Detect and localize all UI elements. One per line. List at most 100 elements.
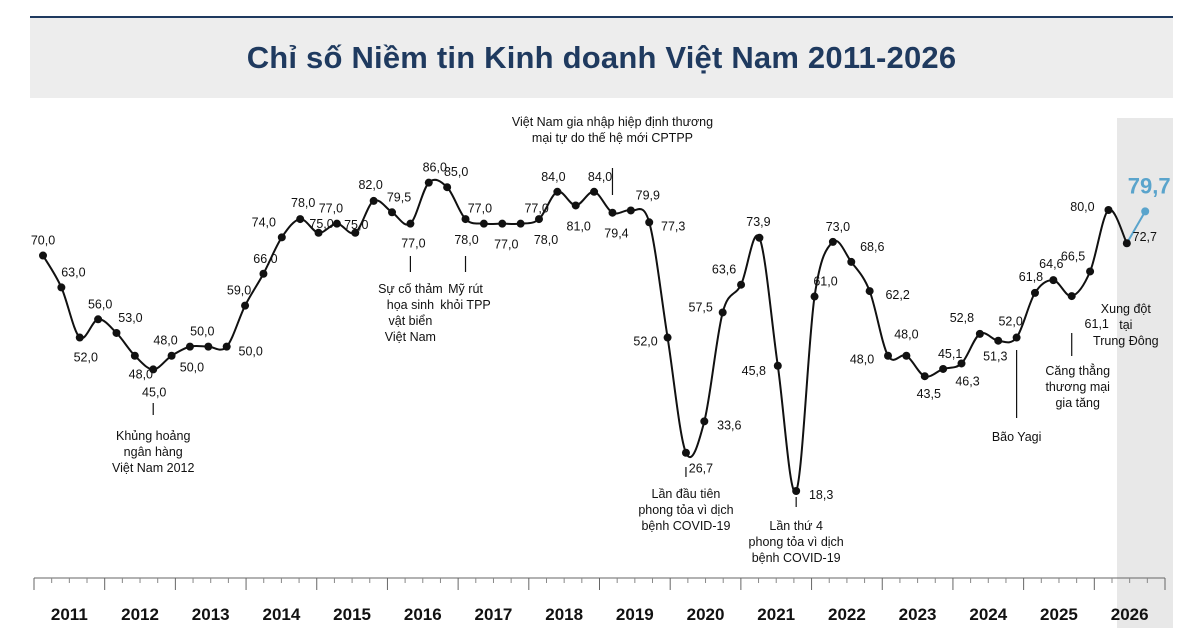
- data-label: 48,0: [153, 334, 177, 348]
- data-point: [1012, 333, 1021, 342]
- data-point: [663, 333, 672, 342]
- annotation-text: Bão Yagi: [992, 430, 1042, 444]
- data-label: 59,0: [227, 284, 251, 298]
- year-label: 2014: [262, 605, 300, 624]
- annotation-text: Trung Đông: [1093, 334, 1159, 348]
- data-point: [1067, 292, 1076, 301]
- data-point: [424, 178, 433, 187]
- data-label: 61,8: [1019, 270, 1043, 284]
- data-points: [39, 178, 1150, 495]
- data-point: [130, 351, 139, 360]
- data-point: [259, 269, 268, 278]
- year-label: 2019: [616, 605, 654, 624]
- data-label: 66,5: [1061, 249, 1085, 263]
- data-point: [828, 237, 837, 246]
- annotation-text: họa sinh: [387, 298, 434, 312]
- data-label: 52,0: [998, 315, 1022, 329]
- data-label: 78,0: [534, 233, 558, 247]
- chart-title: Chỉ số Niềm tin Kinh doanh Việt Nam 2011…: [246, 40, 957, 75]
- data-point: [1104, 206, 1113, 214]
- annotation-text: Lần thứ 4: [769, 519, 823, 533]
- data-label: 77,0: [468, 202, 492, 216]
- data-label: 78,0: [291, 196, 315, 210]
- data-point: [388, 208, 397, 217]
- data-label: 82,0: [358, 178, 382, 192]
- year-label: 2013: [192, 605, 230, 624]
- data-point: [498, 219, 507, 228]
- year-label: 2016: [404, 605, 442, 624]
- data-label: 63,0: [61, 265, 85, 279]
- data-label: 75,0: [309, 217, 333, 231]
- data-point: [351, 228, 360, 237]
- data-point: [277, 233, 286, 242]
- data-label: 45,0: [142, 385, 166, 399]
- data-point: [443, 183, 452, 192]
- title-top-rule: [30, 16, 1173, 18]
- data-point: [939, 364, 948, 373]
- data-label: 53,0: [118, 311, 142, 325]
- data-point: [1030, 288, 1039, 297]
- data-label: 62,2: [885, 288, 909, 302]
- data-label: 61,0: [813, 275, 837, 289]
- annotation-text: phong tỏa vì dịch: [638, 503, 733, 517]
- data-label: 79,4: [604, 227, 628, 241]
- annotation-text: tại: [1119, 318, 1132, 332]
- data-label: 77,0: [319, 202, 343, 216]
- data-label: 50,0: [190, 325, 214, 339]
- data-point: [369, 196, 378, 205]
- year-label: 2024: [969, 605, 1007, 624]
- data-label: 85,0: [444, 165, 468, 179]
- data-label: 45,1: [938, 347, 962, 361]
- annotations: Khủng hoảng ngân hàng Việt Nam 2012 Sự cố t…: [112, 115, 1159, 565]
- year-label: 2021: [757, 605, 795, 624]
- data-point: [847, 257, 856, 266]
- data-label: 26,7: [689, 462, 713, 476]
- data-label: 56,0: [88, 297, 112, 311]
- annotation-text: Mỹ rút: [448, 282, 483, 296]
- data-point: [645, 218, 654, 227]
- data-point: [626, 206, 635, 215]
- year-label: 2026: [1111, 605, 1149, 624]
- data-label: 78,0: [454, 233, 478, 247]
- data-point: [1122, 239, 1131, 248]
- data-point: [590, 187, 599, 196]
- data-point: [865, 287, 874, 296]
- data-point: [884, 351, 893, 360]
- highlight-value-label: 79,7: [1128, 173, 1171, 198]
- data-label: 18,3: [809, 488, 833, 502]
- annotation-text: Việt Nam gia nhập hiệp định thương: [512, 115, 713, 129]
- data-label: 84,0: [588, 170, 612, 184]
- data-point: [957, 359, 966, 368]
- data-label: 48,0: [894, 328, 918, 342]
- data-label: 48,0: [129, 368, 153, 382]
- data-label: 52,0: [633, 335, 657, 349]
- data-point: [1141, 207, 1150, 216]
- data-point: [1049, 276, 1058, 285]
- annotation-text: ngân hàng: [124, 445, 183, 459]
- annotation-text: bệnh COVID-19: [641, 519, 730, 533]
- data-label: 51,3: [983, 350, 1007, 364]
- data-point: [773, 361, 782, 370]
- year-label: 2020: [687, 605, 725, 624]
- year-label: 2018: [545, 605, 583, 624]
- data-label: 79,5: [387, 190, 411, 204]
- data-label: 77,3: [661, 219, 685, 233]
- data-point: [608, 208, 617, 217]
- data-label: 73,9: [746, 215, 770, 229]
- data-label: 68,6: [860, 240, 884, 254]
- data-label: 64,6: [1039, 257, 1063, 271]
- data-label: 45,8: [742, 364, 766, 378]
- annotation-text: Khủng hoảng: [116, 429, 190, 443]
- data-point: [994, 336, 1003, 345]
- data-label: 81,0: [567, 219, 591, 233]
- data-point: [332, 219, 341, 228]
- title-band: Chỉ số Niềm tin Kinh doanh Việt Nam 2011…: [30, 18, 1173, 98]
- data-point: [810, 292, 819, 301]
- data-point: [204, 342, 213, 351]
- data-point: [571, 201, 580, 210]
- data-label: 63,6: [712, 263, 736, 277]
- data-point: [185, 342, 194, 351]
- data-point: [149, 365, 158, 374]
- annotation-text: Xung đột: [1101, 302, 1152, 316]
- data-labels: 70,063,052,056,053,048,045,048,050,050,0…: [31, 161, 1171, 502]
